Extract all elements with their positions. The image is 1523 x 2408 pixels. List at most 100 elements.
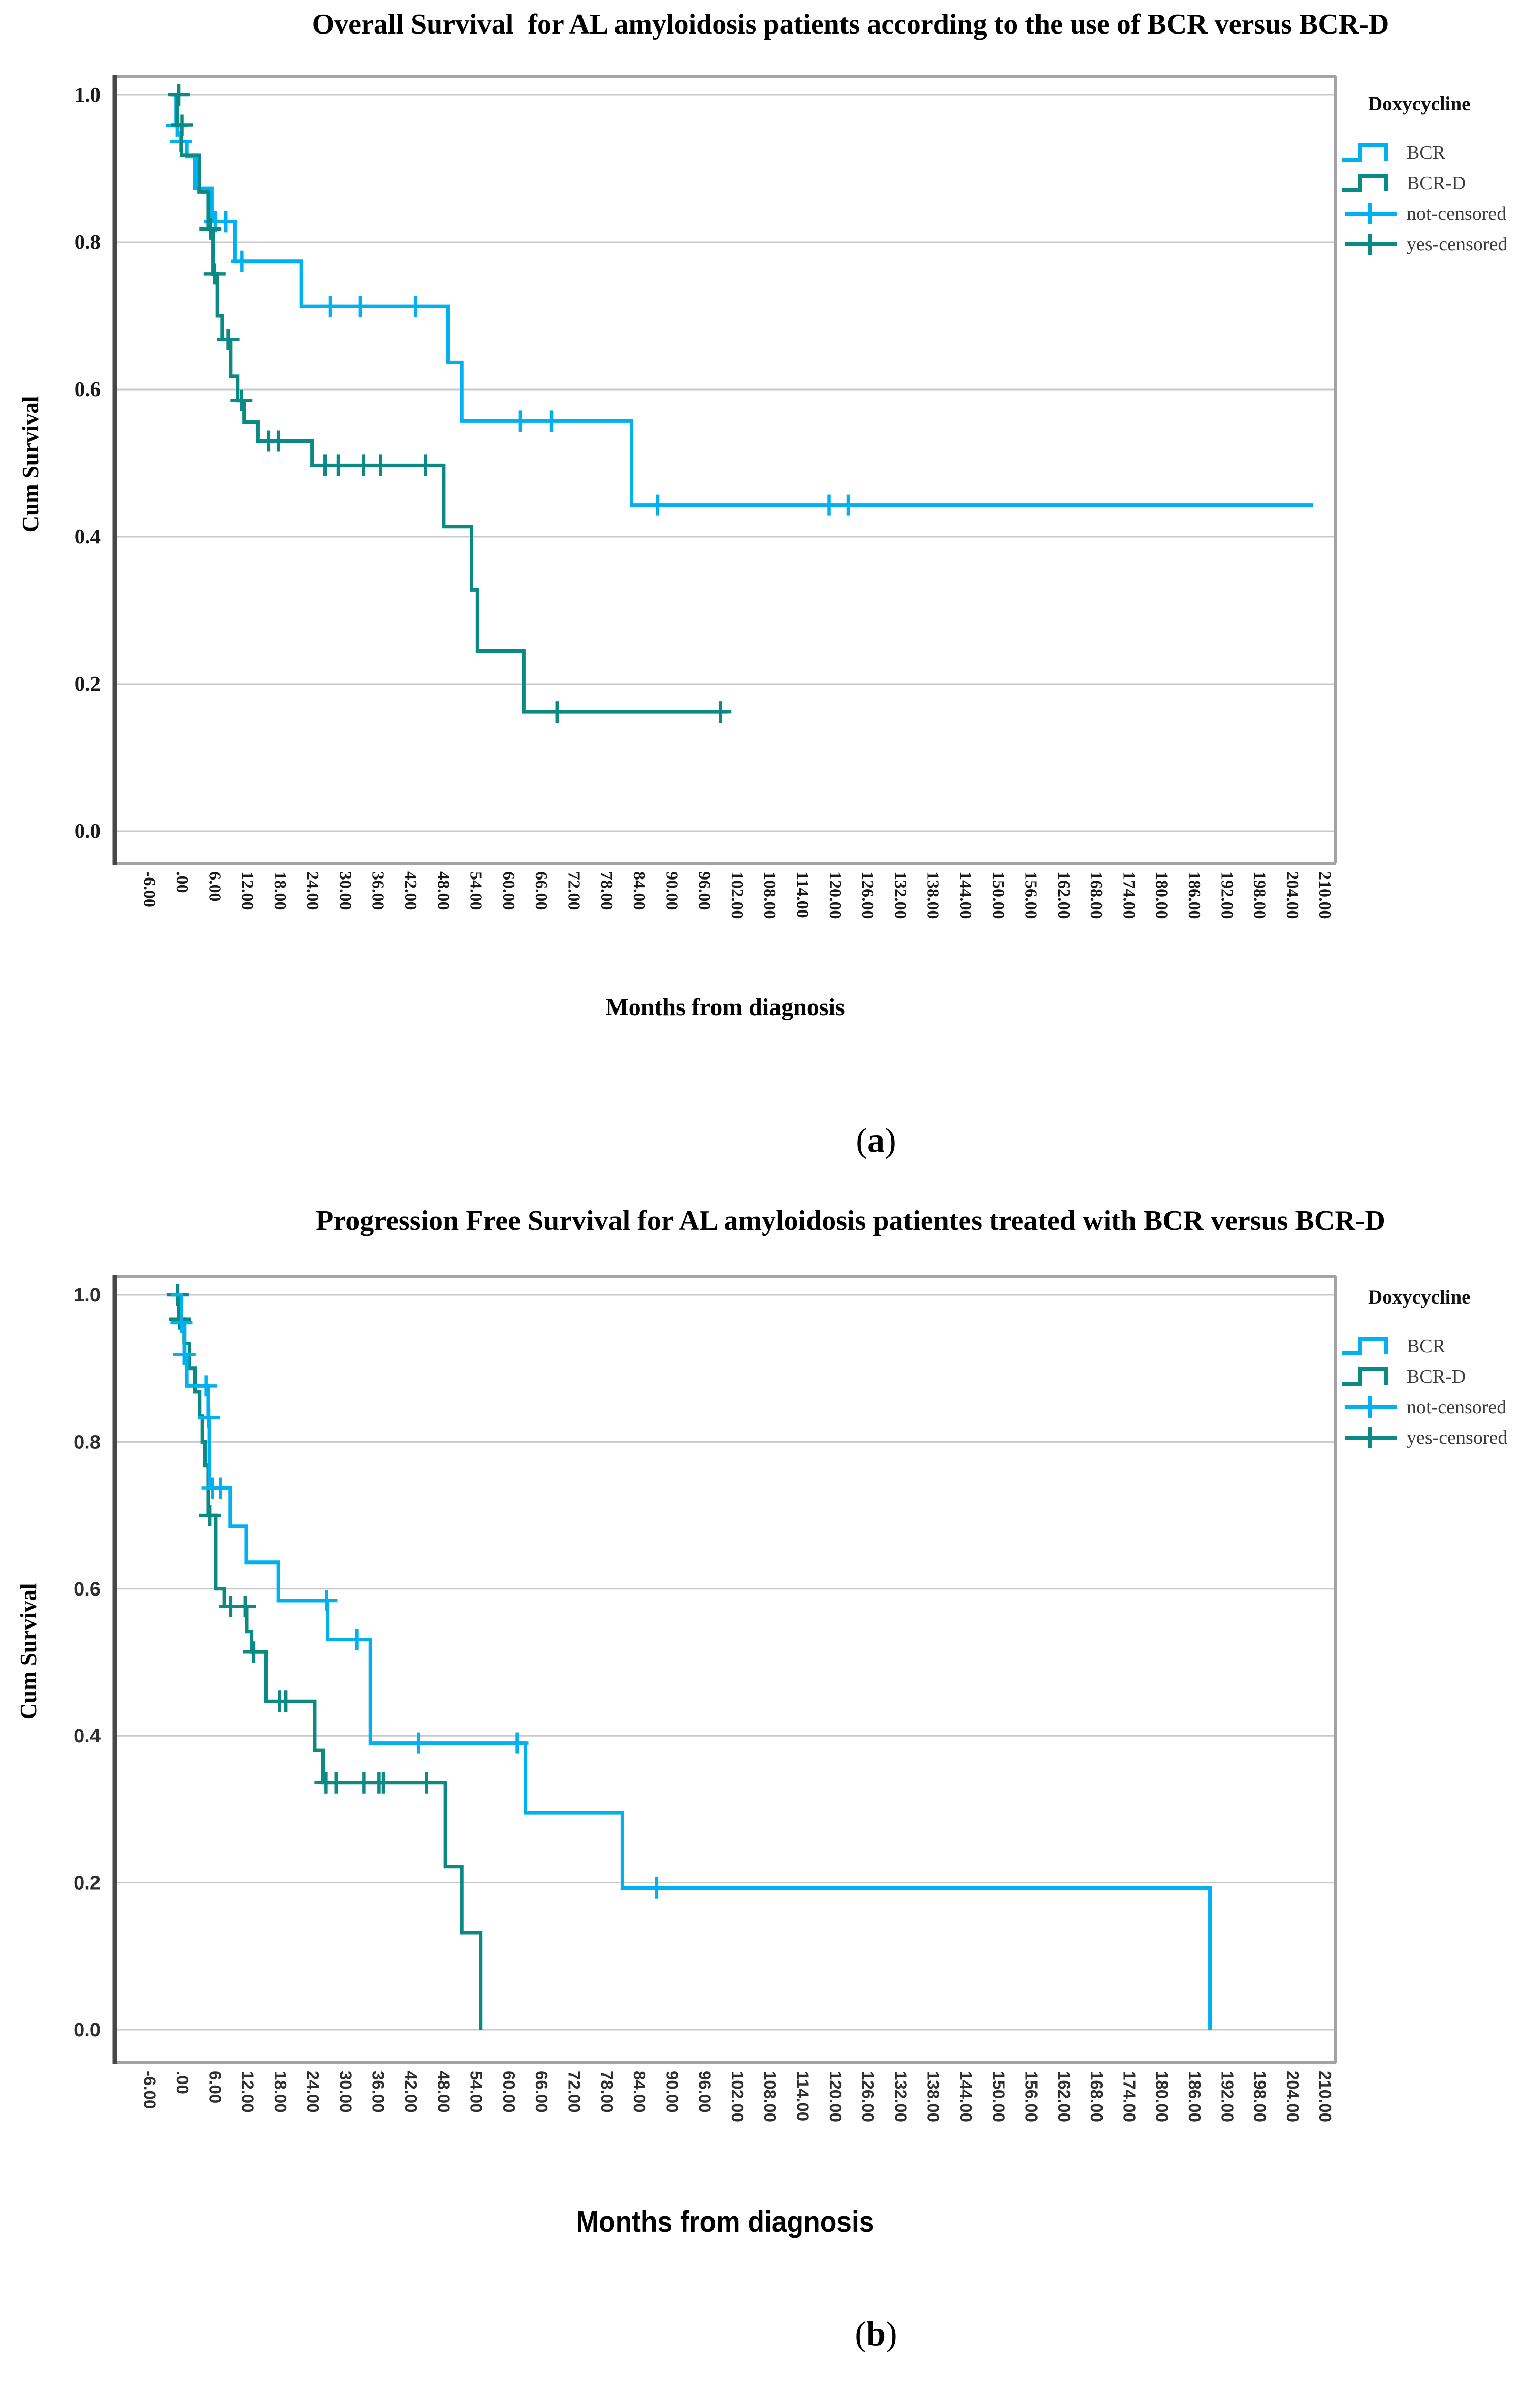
chart-a-xlabel: Months from diagnosis <box>605 994 845 1021</box>
x-tick-label: 210.00 <box>1315 871 1334 919</box>
x-tick-label: 192.00 <box>1218 2071 1237 2122</box>
censor-mark <box>195 1375 217 1397</box>
x-tick-label: 12.00 <box>238 871 257 910</box>
survival-curve-bcr-d <box>171 93 728 714</box>
x-tick-label: 42.00 <box>402 2071 420 2113</box>
censor-mark <box>818 494 840 516</box>
x-tick-label: 48.00 <box>434 871 452 910</box>
x-tick-label: 84.00 <box>630 871 649 910</box>
censor-mark <box>209 1477 232 1499</box>
y-tick-label: 0.4 <box>74 1726 101 1747</box>
censor-mark <box>508 410 531 432</box>
legend-item-label: yes-censored <box>1407 234 1508 255</box>
chart-b-xlabel: Months from diagnosis <box>576 2205 874 2238</box>
x-tick-label: 150.00 <box>989 871 1008 919</box>
censor-mark <box>404 296 427 317</box>
y-tick-label: 0.6 <box>75 377 101 401</box>
legend-item-label: not-censored <box>1407 203 1507 224</box>
x-tick-label: 138.00 <box>924 2071 943 2122</box>
censor-mark <box>318 296 341 317</box>
censor-mark <box>242 1641 265 1663</box>
x-tick-label: 168.00 <box>1087 871 1106 919</box>
km-chart-b: -6.00 .00 6.00 12.00 18.00 24.00 30.00 36.00 42.… <box>74 1275 1337 2122</box>
caption-a: (a) <box>856 1121 896 1159</box>
censor-mark <box>267 430 290 452</box>
legend-item-label: BCR <box>1407 1336 1446 1357</box>
censor-mark <box>315 1589 338 1611</box>
plus-censor-icon <box>1345 1427 1397 1448</box>
x-tick-label: 198.00 <box>1250 871 1269 919</box>
censor-mark <box>217 329 240 350</box>
legend-item-bcr: BCR <box>1339 1331 1523 1361</box>
plus-censor-icon <box>1345 234 1397 255</box>
x-tick-label: 108.00 <box>760 871 779 919</box>
legend-item-label: BCR-D <box>1407 173 1466 194</box>
x-tick-label: 36.00 <box>369 871 387 910</box>
censor-mark <box>407 1732 430 1754</box>
y-tick-label: 1.0 <box>74 1285 101 1306</box>
legend-item-label: BCR-D <box>1407 1366 1466 1387</box>
step-line-icon <box>1342 143 1388 162</box>
x-tick-label: 180.00 <box>1153 2071 1172 2122</box>
censor-mark <box>646 494 669 516</box>
censor-mark <box>199 1505 221 1526</box>
x-tick-label: 18.00 <box>271 2071 290 2113</box>
x-tick-label: 162.00 <box>1055 2071 1074 2122</box>
x-tick-label: 192.00 <box>1217 871 1236 919</box>
x-tick-label: 42.00 <box>401 871 420 910</box>
censor-mark <box>348 296 371 317</box>
chart-b-legend: Doxycycline BCR BCR-D not-censored yes-cens… <box>1339 1286 1523 1453</box>
x-tick-label: 126.00 <box>859 2071 878 2122</box>
x-tick-label: 30.00 <box>336 871 354 910</box>
x-tick-label: 144.00 <box>956 871 975 919</box>
x-tick-label: 204.00 <box>1283 871 1302 919</box>
plus-censor-icon <box>1345 203 1397 224</box>
chart-b-ylabel: Cum Survival <box>16 1583 41 1720</box>
x-tick-label: 132.00 <box>891 2071 910 2122</box>
censor-mark <box>170 1312 193 1333</box>
survival-curve-bcr-d <box>171 1293 483 2030</box>
x-tick-label: 102.00 <box>728 2071 747 2122</box>
chart-b-title: Progression Free Survival for AL amyloid… <box>316 1205 1385 1236</box>
x-tick-label: 186.00 <box>1185 871 1204 919</box>
x-tick-label: 168.00 <box>1087 2071 1106 2122</box>
censor-mark <box>414 454 437 476</box>
x-tick-label: 12.00 <box>239 2071 257 2113</box>
survival-curve-bcr <box>171 93 1314 507</box>
legend-item-bcr: BCR <box>1339 138 1523 168</box>
x-tick-label: 66.00 <box>532 2071 551 2113</box>
censor-mark <box>198 1407 220 1428</box>
x-tick-label: 48.00 <box>434 2071 453 2113</box>
x-tick-label: 144.00 <box>957 2071 976 2122</box>
step-line-icon <box>1342 174 1388 192</box>
censor-mark <box>506 1732 529 1754</box>
x-tick-label: 180.00 <box>1152 871 1171 919</box>
x-tick-label: 174.00 <box>1119 871 1138 919</box>
x-tick-label: 174.00 <box>1120 2071 1139 2122</box>
x-tick-label: 120.00 <box>826 871 845 919</box>
x-tick-label: 96.00 <box>696 2071 715 2113</box>
censor-mark <box>199 218 222 240</box>
censor-mark <box>372 1772 395 1794</box>
x-tick-label: 132.00 <box>891 871 910 919</box>
x-tick-label: 120.00 <box>826 2071 845 2122</box>
censor-mark <box>230 389 253 411</box>
legend-item-label: not-censored <box>1407 1396 1507 1418</box>
censor-mark <box>214 211 237 233</box>
step-line-icon <box>1342 1337 1388 1355</box>
censor-mark <box>369 454 392 476</box>
x-tick-label: 156.00 <box>1022 2071 1041 2122</box>
x-tick-label: 114.00 <box>794 2071 813 2121</box>
legend-item-bcr-d: BCR-D <box>1339 1361 1523 1392</box>
x-tick-label: 60.00 <box>499 871 518 910</box>
censor-mark <box>173 1344 196 1365</box>
x-tick-label: 66.00 <box>532 871 550 910</box>
x-tick-label: 18.00 <box>271 871 289 910</box>
x-tick-label: 102.00 <box>728 871 747 919</box>
censor-mark <box>325 1772 347 1794</box>
chart-a-legend: Doxycycline BCR BCR-D not-censored yes-cens… <box>1339 92 1523 259</box>
x-tick-label: 72.00 <box>565 2071 584 2113</box>
survival-curve-bcr <box>171 1293 1212 2030</box>
